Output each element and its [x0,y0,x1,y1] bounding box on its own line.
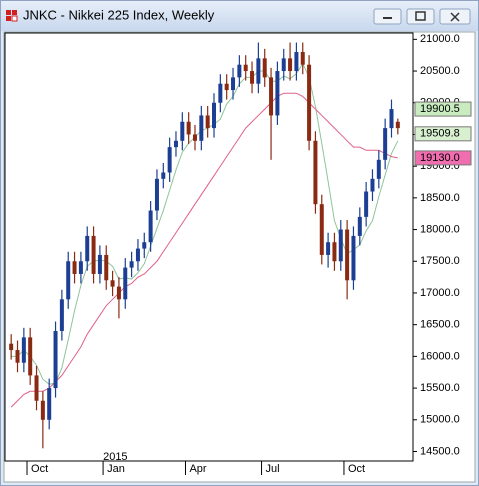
y-tick-label: 15000.0 [420,414,460,426]
price-tag [414,150,472,166]
candle-body [21,337,26,363]
candle-body [28,337,33,376]
candle-body [47,388,52,420]
y-tick-label: 15500.0 [420,382,460,394]
candle-body [66,261,71,300]
maximize-button[interactable] [406,8,435,25]
candle-body [288,58,293,72]
candle-body [123,267,128,300]
candle-body [332,242,337,262]
candle-body [319,204,324,255]
candle-body [97,254,102,274]
candle-body [212,102,217,129]
candle-body [15,350,20,363]
price-tag-label: 19130.0 [420,152,460,164]
candle-body [218,83,223,103]
window-title: JNKC - Nikkei 225 Index, Weekly [23,7,215,22]
plot-area [4,32,414,462]
candle-body [110,280,115,287]
price-tag [414,126,472,142]
candle-body [345,229,350,281]
candle-body [161,172,166,179]
candle-body [135,248,140,262]
y-tick-label: 16000.0 [420,350,460,362]
candle-body [224,83,229,91]
candle-body [256,58,261,84]
y-tick-label: 17000.0 [420,287,460,299]
candle-body [376,159,381,179]
candle-body [351,235,356,281]
candle-body [9,343,14,351]
candle-body [395,121,400,129]
candle-body [85,235,90,262]
candle-body [370,178,375,192]
candle-body [389,109,394,129]
candle-body [326,242,331,255]
candle-body [383,128,388,160]
candle-body [269,77,274,116]
y-tick-label: 18000.0 [420,223,460,235]
candle-body [34,375,39,401]
candle-body [129,261,134,268]
price-tag [414,101,472,117]
candle-body [180,121,185,141]
candle-body [53,331,58,389]
candle-body [313,140,318,205]
candle-body [243,64,248,72]
candle-body [91,235,96,274]
candle-body [167,147,172,173]
candle-body [186,121,191,135]
candle-body [148,210,153,243]
candle-body [104,254,109,281]
price-tag-label: 19900.5 [420,103,460,115]
candle-body [250,71,255,84]
x-tick-label: Jul [266,463,280,475]
candle-body [116,286,121,300]
y-tick-label: 16500.0 [420,319,460,331]
candle-body [199,115,204,141]
candle-body [357,216,362,236]
candle-body [281,58,286,72]
candle-body [307,64,312,141]
candle-body [300,52,305,65]
y-tick-label: 21000.0 [420,33,460,45]
candle-body [78,261,83,274]
price-tag-label: 19509.8 [420,128,460,140]
x-tick-label: Oct [31,463,48,475]
moving-average [11,62,399,385]
moving-average [10,92,398,408]
x-tick-label: Apr [189,463,206,475]
y-tick-label: 14500.0 [420,445,460,457]
candle-body [205,115,210,129]
close-button[interactable] [439,8,471,25]
candle-body [262,58,267,78]
y-tick-label: 18500.0 [420,192,460,204]
year-label: 2015 [103,451,127,463]
candle-body [338,229,343,262]
y-tick-label: 17500.0 [420,255,460,267]
candle-body [154,178,159,211]
candle-body [275,71,280,116]
candle-body [173,140,178,148]
x-tick-label: Jan [107,463,125,475]
candle-body [231,77,236,91]
candle-body [364,191,369,217]
candle-body [294,52,299,72]
candle-body [142,242,147,249]
candle-body [59,299,64,332]
candle-body [72,261,77,274]
candle-body [237,64,242,78]
candle-body [192,134,197,141]
app-icon [6,10,18,22]
x-tick-label: Oct [348,463,365,475]
minimize-button[interactable] [373,8,402,25]
candle-body [40,400,45,420]
y-tick-label: 20500.0 [420,65,460,77]
